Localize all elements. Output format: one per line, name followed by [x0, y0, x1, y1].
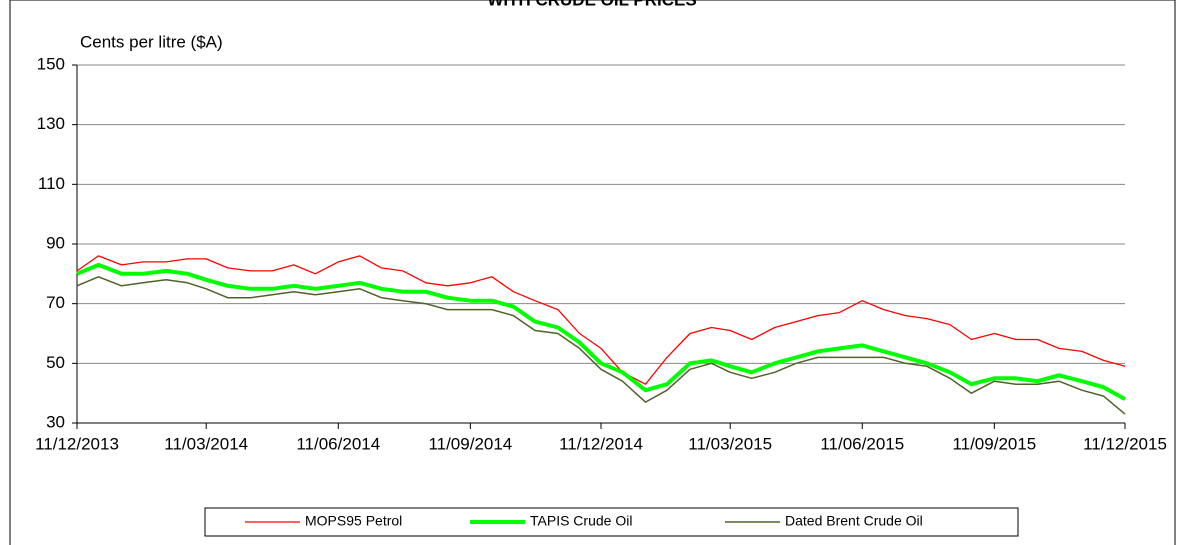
legend-label: Dated Brent Crude Oil: [785, 513, 923, 529]
legend-label: MOPS95 Petrol: [305, 513, 402, 529]
x-tick-label: 11/03/2015: [688, 434, 772, 453]
chart-title: WITH CRUDE OIL PRICES: [487, 0, 696, 9]
y-tick-label: 50: [46, 353, 65, 372]
x-tick-label: 11/12/2013: [35, 434, 119, 453]
x-tick-label: 11/09/2015: [952, 434, 1036, 453]
line-series: [76, 276, 1126, 415]
chart-border: [9, 0, 1176, 545]
x-tick-label: 11/09/2014: [428, 434, 512, 453]
x-tick-label: 11/03/2014: [164, 434, 248, 453]
x-tick-label: 11/12/2014: [559, 434, 643, 453]
x-tick-label: 11/06/2015: [820, 434, 904, 453]
line-series: [76, 262, 1126, 401]
legend-label: TAPIS Crude Oil: [530, 513, 632, 529]
y-tick-label: 150: [37, 54, 65, 73]
line-series: [76, 255, 1126, 385]
x-tick-label: 11/06/2014: [296, 434, 380, 453]
y-tick-label: 90: [46, 233, 65, 252]
x-tick-label: 11/12/2015: [1083, 434, 1167, 453]
y-axis-title: Cents per litre ($A): [80, 32, 223, 51]
y-tick-label: 130: [37, 114, 65, 133]
y-tick-label: 110: [38, 174, 65, 193]
legend-box: [204, 507, 1019, 537]
y-tick-label: 30: [46, 412, 65, 431]
y-tick-label: 70: [46, 293, 65, 312]
